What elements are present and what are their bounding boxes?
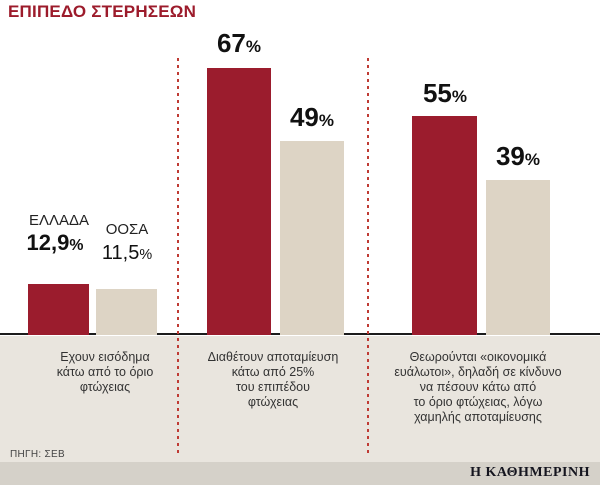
- value-greece-poverty-income: 12,9%: [12, 230, 98, 256]
- category-panel-background: [0, 336, 600, 485]
- group-divider-2: [367, 58, 369, 454]
- chart-title: ΕΠΙΠΕΔΟ ΣΤΕΡΗΣΕΩΝ: [8, 2, 197, 21]
- category-label-vulnerable: Θεωρούνται «οικονομικά ευάλωτοι», δηλαδή…: [372, 350, 584, 425]
- bar-greece-poverty-income: [28, 284, 89, 335]
- category-line: το όριο φτώχειας, λόγω: [413, 395, 543, 409]
- group-divider-1: [177, 58, 179, 454]
- category-line: να πέσουν κάτω από: [419, 380, 537, 394]
- value-oecd-vulnerable: 39%: [478, 141, 558, 172]
- source-note: ΠΗΓΗ: ΣΕΒ: [10, 449, 65, 460]
- category-label-savings: Διαθέτουν αποταμίευση κάτω από 25% του ε…: [183, 350, 363, 410]
- percent-sign: %: [524, 150, 541, 169]
- value-number: 12,9: [26, 230, 70, 255]
- brand-bar: Η ΚΑΘΗΜΕΡΙΝΗ: [0, 462, 600, 485]
- percent-sign: %: [245, 37, 262, 56]
- category-line: του επιπέδου: [236, 380, 310, 394]
- value-number: 67: [216, 28, 246, 58]
- value-oecd-poverty-income: 11,5%: [90, 242, 164, 265]
- category-line: ευάλωτοι», δηλαδή σε κίνδυνο: [394, 365, 562, 379]
- category-line: κάτω από το όριο: [56, 365, 154, 379]
- category-line: Διαθέτουν αποταμίευση: [207, 350, 339, 364]
- brand-logo: Η ΚΑΘΗΜΕΡΙΝΗ: [470, 465, 590, 480]
- value-greece-vulnerable: 55%: [405, 78, 485, 109]
- value-number: 55: [422, 78, 452, 108]
- value-oecd-savings: 49%: [272, 102, 352, 133]
- bar-oecd-vulnerable: [486, 180, 550, 335]
- legend-oecd-label: ΟΟΣΑ: [105, 221, 149, 238]
- value-number: 49: [289, 102, 319, 132]
- category-line: Εχουν εισόδημα: [60, 350, 150, 364]
- percent-sign: %: [451, 87, 468, 106]
- percent-sign: %: [318, 111, 335, 130]
- category-line: Θεωρούνται «οικονομικά: [409, 350, 547, 364]
- category-line: φτώχειας: [79, 380, 131, 394]
- value-number: 11,5: [101, 242, 140, 264]
- category-line: φτώχειας: [247, 395, 299, 409]
- percent-sign: %: [139, 247, 153, 263]
- category-line: χαμηλής αποταμίευσης: [414, 410, 542, 424]
- value-number: 39: [495, 141, 525, 171]
- value-greece-savings: 67%: [200, 28, 278, 59]
- bar-oecd-savings: [280, 141, 344, 335]
- bar-greece-savings: [207, 68, 271, 335]
- category-line: κάτω από 25%: [231, 365, 315, 379]
- percent-sign: %: [69, 237, 84, 254]
- legend-greece-label: ΕΛΛΑΔΑ: [28, 212, 90, 229]
- category-label-poverty-income: Εχουν εισόδημα κάτω από το όριο φτώχειας: [15, 350, 195, 395]
- bar-oecd-poverty-income: [96, 289, 157, 335]
- bar-greece-vulnerable: [412, 116, 477, 335]
